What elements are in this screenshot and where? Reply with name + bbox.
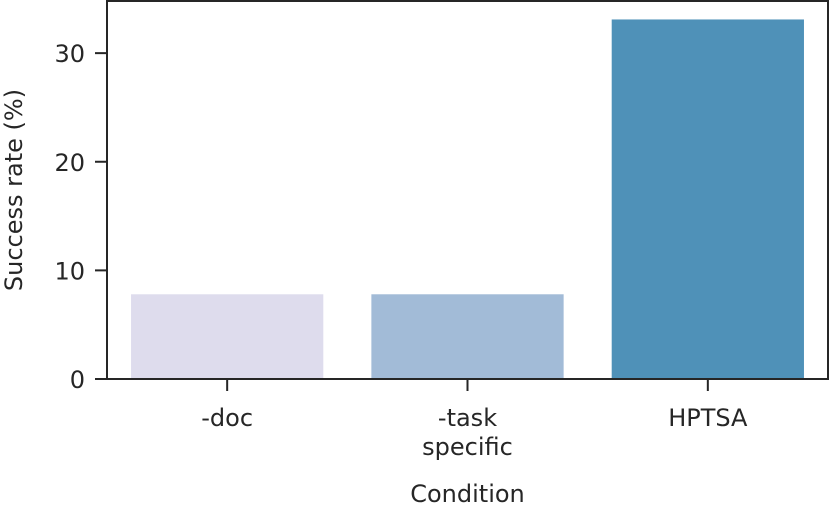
x-axis-title: Condition (410, 480, 525, 508)
y-tick-label-0: 0 (70, 366, 85, 394)
x-tick-label-line: HPTSA (668, 404, 748, 432)
bar-1 (371, 294, 564, 379)
y-tick-label-3: 30 (54, 40, 85, 68)
x-tick-label-2: HPTSA (668, 404, 748, 432)
x-tick-label-line: specific (422, 433, 513, 461)
y-axis: 0 10 20 30 (54, 40, 107, 394)
x-tick-label-1: -task specific (422, 404, 513, 461)
x-axis: -doc -task specific HPTSA (201, 379, 748, 461)
y-axis-title: Success rate (%) (0, 89, 28, 291)
bar-0 (131, 294, 324, 379)
bar-2 (611, 19, 804, 380)
y-tick-label-2: 20 (54, 149, 85, 177)
x-tick-label-0: -doc (201, 404, 253, 432)
x-tick-label-line: -task (438, 404, 497, 432)
y-tick-label-1: 10 (54, 257, 85, 285)
x-tick-label-line: -doc (201, 404, 253, 432)
bars-layer (131, 19, 804, 380)
